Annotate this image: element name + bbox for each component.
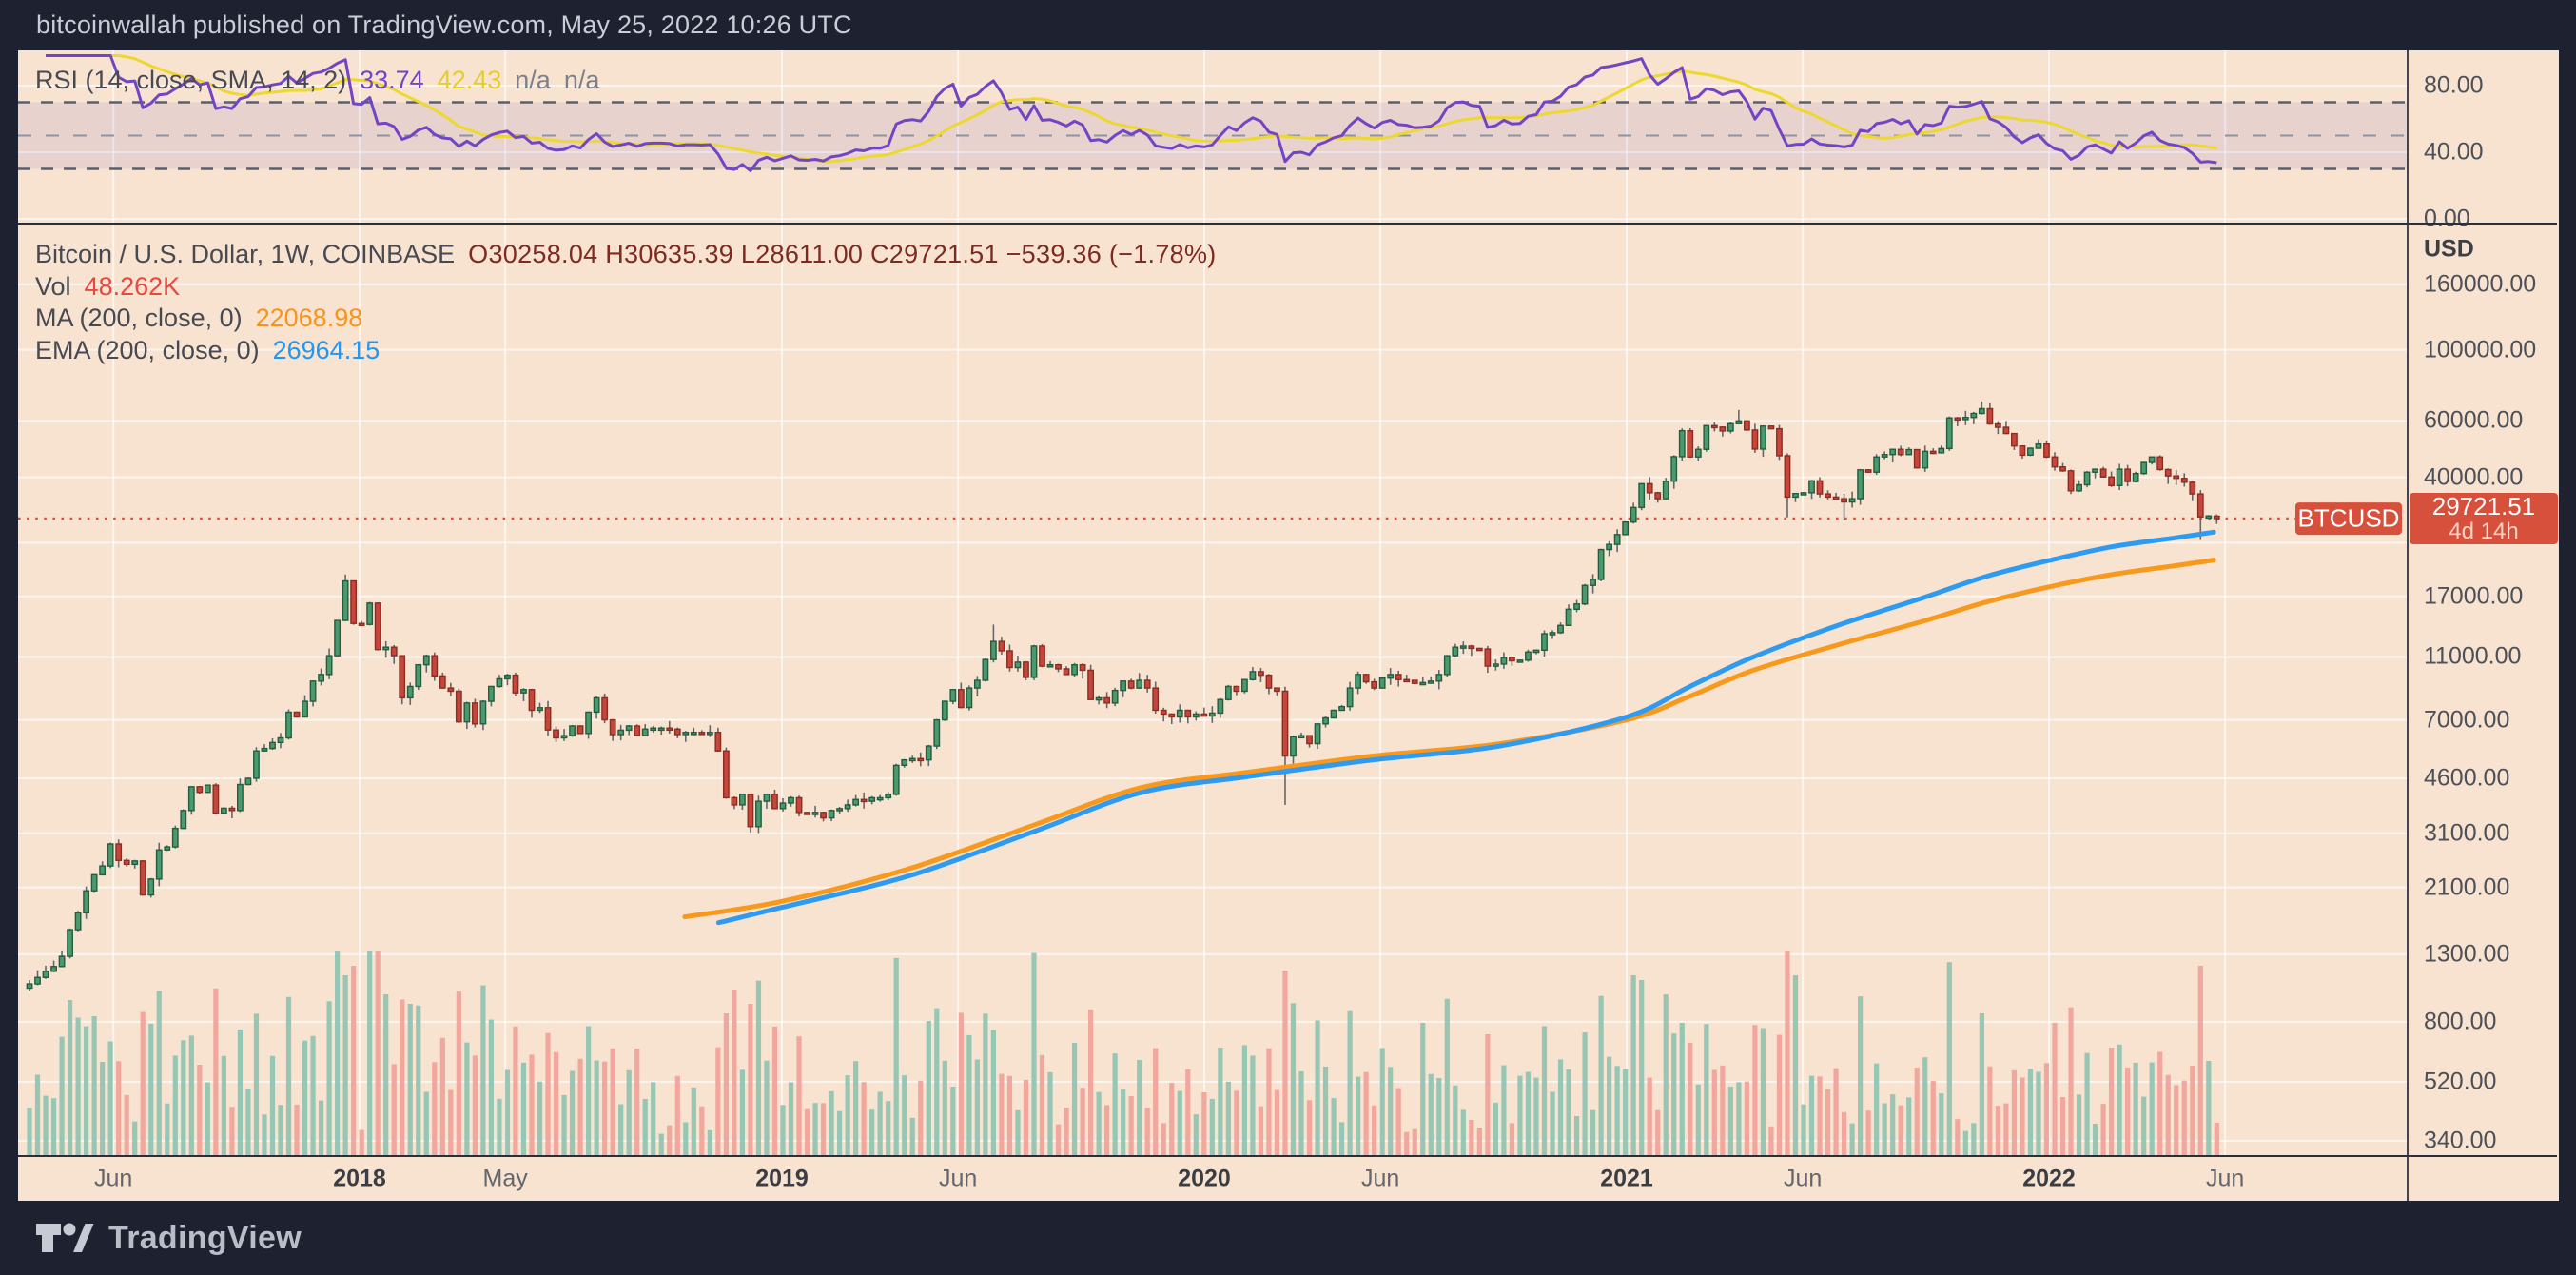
price-tick: 800.00: [2424, 1008, 2497, 1035]
last-price-value: 29721.51: [2431, 492, 2536, 521]
price-tick: 7000.00: [2424, 706, 2510, 734]
price-axis-currency: USD: [2424, 235, 2474, 263]
chart-canvas[interactable]: BTCUSD: [18, 50, 2407, 1157]
time-tick: 2022: [2022, 1165, 2076, 1192]
footer-bar: TradingView: [0, 1201, 2576, 1275]
price-tick: 520.00: [2424, 1068, 2497, 1095]
chart-plot-area[interactable]: BTCUSD RSI (14, close, SMA, 14, 2) 33.74 4…: [18, 50, 2407, 1157]
price-tick: 40000.00: [2424, 463, 2524, 491]
header-bar: bitcoinwallah published on TradingView.c…: [0, 0, 2576, 50]
time-tick: 2018: [333, 1165, 386, 1192]
axis-corner: [2407, 1157, 2559, 1201]
bar-countdown: 4d 14h: [2449, 519, 2519, 545]
time-tick: Jun: [1360, 1165, 1400, 1192]
time-axis-separator: [18, 1155, 2557, 1157]
rsi-tick: 80.00: [2424, 71, 2484, 99]
time-tick: 2019: [755, 1165, 809, 1192]
price-tick: 340.00: [2424, 1127, 2497, 1154]
price-tick: 1300.00: [2424, 940, 2510, 968]
time-tick: May: [482, 1165, 528, 1192]
rsi-tick: 0.00: [2424, 205, 2470, 232]
price-tick: 100000.00: [2424, 336, 2537, 363]
time-tick: Jun: [1783, 1165, 1823, 1192]
time-axis[interactable]: Jun 2018 May 2019 Jun 2020 Jun 2021 Jun 2022 Jun: [18, 1157, 2407, 1201]
price-axis[interactable]: USD 29721.51 4d 14h 160000.00 100000.00 60…: [2407, 50, 2559, 1201]
tradingview-logo-text: TradingView: [108, 1219, 302, 1256]
symbol-price-tag-text: BTCUSD: [2298, 504, 2400, 533]
symbol-price-tag: [2295, 502, 2402, 536]
rsi-tick: 40.00: [2424, 138, 2484, 166]
time-tick: 2020: [1178, 1165, 1231, 1192]
price-tick: 60000.00: [2424, 406, 2524, 434]
price-tick: 4600.00: [2424, 764, 2510, 792]
tradingview-logo-icon: [36, 1223, 94, 1252]
time-tick: Jun: [2205, 1165, 2245, 1192]
price-tick: 3100.00: [2424, 819, 2510, 847]
price-tick: 17000.00: [2424, 582, 2524, 610]
pane-separator[interactable]: [18, 223, 2557, 225]
price-tick: 11000.00: [2424, 642, 2522, 670]
last-price-box: 29721.51 4d 14h: [2410, 492, 2558, 545]
time-tick: 2021: [1600, 1165, 1653, 1192]
publish-caption: bitcoinwallah published on TradingView.c…: [36, 10, 852, 39]
price-tick: 160000.00: [2424, 270, 2537, 298]
time-tick: Jun: [93, 1165, 133, 1192]
price-tick: 2100.00: [2424, 873, 2510, 901]
time-tick: Jun: [938, 1165, 978, 1192]
tradingview-logo[interactable]: TradingView: [34, 1219, 302, 1257]
